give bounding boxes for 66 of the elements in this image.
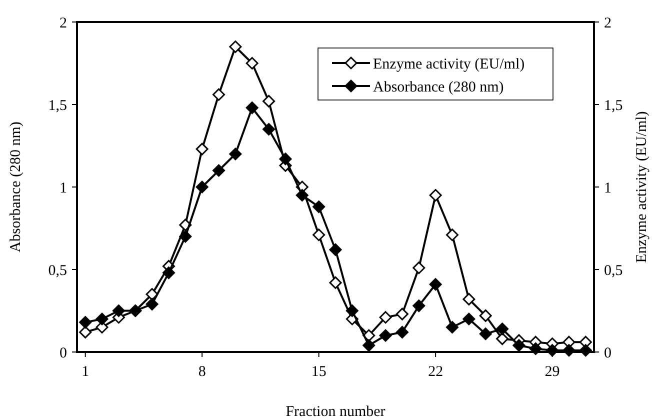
- x-tick-label: 8: [198, 364, 206, 380]
- point: [562, 344, 576, 357]
- point: [312, 200, 326, 214]
- point: [546, 344, 559, 357]
- x-axis-title: Fraction number: [286, 404, 386, 420]
- point: [379, 311, 392, 324]
- y2-axis-title: Enzyme activity (EU/ml): [634, 111, 650, 263]
- point: [246, 57, 258, 70]
- point: [479, 328, 492, 340]
- point: [162, 266, 175, 280]
- point: [112, 304, 125, 317]
- y-tick-label: 0,5: [48, 262, 67, 279]
- point: [212, 88, 226, 101]
- y2-tick-label: 1: [604, 180, 612, 196]
- y2-tick-label: 2: [604, 15, 612, 32]
- point: [496, 332, 509, 346]
- x-tick-label: 29: [544, 364, 560, 380]
- point: [512, 339, 526, 352]
- legend-label: Absorbance (280 nm): [373, 79, 504, 96]
- point: [329, 243, 342, 256]
- point: [396, 326, 408, 338]
- point: [196, 180, 208, 194]
- x-tick-label: 1: [82, 364, 90, 380]
- y-axis-title: Absorbance (280 nm): [8, 122, 24, 252]
- point: [529, 342, 542, 355]
- point: [196, 142, 208, 156]
- point: [146, 298, 158, 310]
- point: [429, 278, 442, 291]
- point: [462, 312, 476, 326]
- point: [79, 326, 92, 338]
- point: [479, 309, 492, 322]
- y-tick-label: 2: [60, 15, 67, 32]
- point: [329, 276, 342, 289]
- point: [229, 148, 242, 160]
- point: [279, 152, 292, 166]
- point: [296, 189, 308, 202]
- y2-tick-label: 0,5: [604, 262, 623, 279]
- point: [246, 102, 258, 114]
- point: [496, 322, 509, 336]
- y-tick-label: 0: [60, 345, 67, 362]
- point: [396, 308, 408, 320]
- x-tick-label: 15: [311, 364, 326, 380]
- y2-tick-label: 1,5: [604, 98, 623, 114]
- point: [179, 230, 192, 243]
- y-tick-label: 1: [60, 180, 67, 196]
- point: [446, 228, 458, 242]
- point: [462, 292, 476, 306]
- point: [262, 123, 276, 136]
- point: [412, 262, 426, 274]
- point: [96, 312, 108, 326]
- point: [412, 300, 426, 312]
- point: [262, 94, 276, 108]
- y2-tick-label: 0: [604, 345, 612, 362]
- point: [446, 321, 458, 334]
- point: [212, 164, 226, 177]
- x-tick-label: 22: [428, 364, 444, 380]
- point: [346, 304, 358, 317]
- point: [579, 344, 592, 357]
- point: [79, 316, 92, 329]
- point: [429, 189, 442, 202]
- point: [362, 339, 376, 352]
- point: [229, 40, 242, 53]
- legend-label: Enzyme activity (EU/ml): [373, 56, 525, 72]
- point: [312, 228, 326, 242]
- y-tick-label: 1,5: [48, 98, 67, 114]
- point: [379, 329, 392, 342]
